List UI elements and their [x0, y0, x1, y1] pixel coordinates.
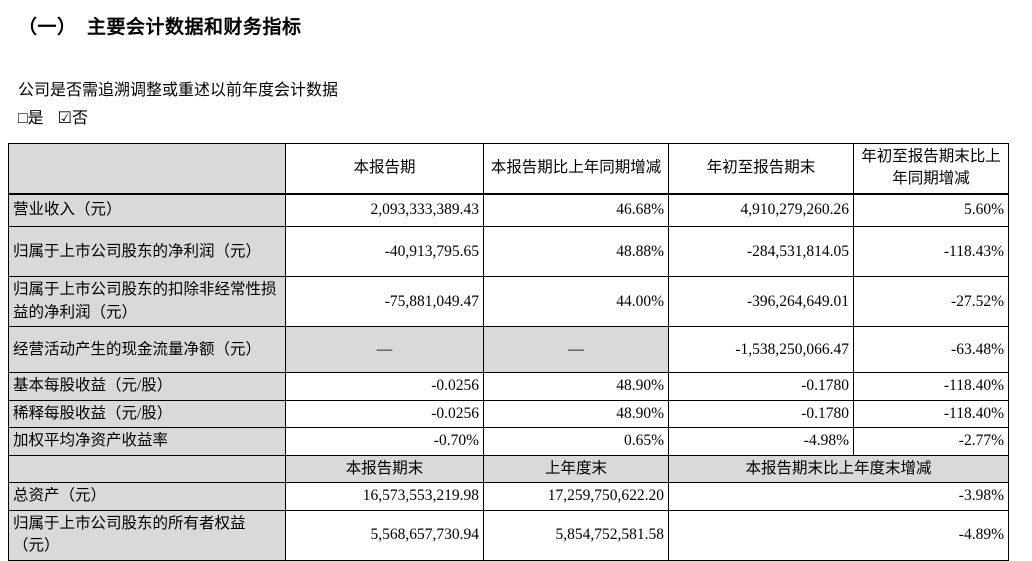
table-row-basic-eps: 基本每股收益（元/股） -0.0256 48.90% -0.1780 -118.…: [8, 372, 1009, 401]
subheader-period-end-vs-prior-year-end: 本报告期末比上年度末增减: [668, 454, 1009, 484]
table-cell: 44.00%: [483, 276, 669, 328]
table-cell: -2.77%: [853, 427, 1009, 456]
table-cell: -4.89%: [668, 509, 1009, 561]
table-row-operating-cash-flow: 经营活动产生的现金流量净额（元） — — -1,538,250,066.47 -…: [8, 326, 1009, 374]
table-cell: -40,913,795.65: [285, 226, 484, 278]
table-cell: -0.70%: [285, 427, 484, 456]
table-cell-na: —: [483, 326, 669, 374]
table-cell: 5,854,752,581.58: [483, 509, 669, 561]
checkbox-yes: □是: [18, 110, 44, 127]
header-current-vs-prior-yoy: 本报告期比上年同期增减: [483, 142, 669, 195]
table-cell: 48.88%: [483, 226, 669, 278]
table-cell: -396,264,649.01: [668, 276, 854, 328]
subheader-prior-year-end: 上年度末: [483, 454, 669, 484]
header-blank-cell: [8, 142, 286, 195]
row-label: 归属于上市公司股东的扣除非经常性损益的净利润（元）: [8, 276, 286, 328]
table-header-row: 本报告期 本报告期比上年同期增减 年初至报告期末 年初至报告期末比上年同期增减: [8, 142, 1009, 195]
header-current-period: 本报告期: [285, 142, 484, 195]
table-cell: 4,910,279,260.26: [668, 193, 854, 228]
header-ytd: 年初至报告期末: [668, 142, 854, 195]
table-cell: -3.98%: [668, 482, 1009, 511]
table-cell-na: —: [285, 326, 484, 374]
table-cell: -118.43%: [853, 226, 1009, 278]
table-row-shareholders-equity: 归属于上市公司股东的所有者权益（元） 5,568,657,730.94 5,85…: [8, 509, 1009, 561]
section-title: （一） 主要会计数据和财务指标: [18, 17, 302, 38]
table-cell: -0.1780: [668, 372, 854, 401]
table-cell: -118.40%: [853, 372, 1009, 401]
table-cell: -118.40%: [853, 399, 1009, 429]
table-cell: -0.0256: [285, 399, 484, 429]
table-cell: -27.52%: [853, 276, 1009, 328]
row-label: 稀释每股收益（元/股）: [8, 399, 286, 429]
restatement-answer: □是 ☑否: [18, 104, 98, 128]
table-cell: -75,881,049.47: [285, 276, 484, 328]
table-cell: -0.0256: [285, 372, 484, 401]
financial-indicators-table: 本报告期 本报告期比上年同期增减 年初至报告期末 年初至报告期末比上年同期增减 …: [8, 142, 1009, 561]
table-row-diluted-eps: 稀释每股收益（元/股） -0.0256 48.90% -0.1780 -118.…: [8, 399, 1009, 429]
row-label: 归属于上市公司股东的净利润（元）: [8, 226, 286, 278]
header-ytd-vs-prior-yoy: 年初至报告期末比上年同期增减: [853, 142, 1009, 195]
table-cell: 48.90%: [483, 372, 669, 401]
subheader-blank-cell: [8, 454, 286, 484]
table-cell: -63.48%: [853, 326, 1009, 374]
row-label: 归属于上市公司股东的所有者权益（元）: [8, 509, 286, 561]
table-cell: 0.65%: [483, 427, 669, 456]
table-subheader-row: 本报告期末 上年度末 本报告期末比上年度末增减: [8, 454, 1009, 484]
subheader-period-end: 本报告期末: [285, 454, 484, 484]
table-cell: -1,538,250,066.47: [668, 326, 854, 374]
table-row-weighted-avg-roe: 加权平均净资产收益率 -0.70% 0.65% -4.98% -2.77%: [8, 427, 1009, 456]
table-cell: -0.1780: [668, 399, 854, 429]
table-cell: 46.68%: [483, 193, 669, 228]
table-cell: 17,259,750,622.20: [483, 482, 669, 511]
restatement-question: 公司是否需追溯调整或重述以前年度会计数据: [18, 82, 339, 99]
table-cell: 5.60%: [853, 193, 1009, 228]
table-cell: -284,531,814.05: [668, 226, 854, 278]
table-row-net-profit: 归属于上市公司股东的净利润（元） -40,913,795.65 48.88% -…: [8, 226, 1009, 278]
row-label: 经营活动产生的现金流量净额（元）: [8, 326, 286, 374]
table-cell: -4.98%: [668, 427, 854, 456]
table-cell: 16,573,553,219.98: [285, 482, 484, 511]
table-row-total-assets: 总资产（元） 16,573,553,219.98 17,259,750,622.…: [8, 482, 1009, 511]
table-cell: 2,093,333,389.43: [285, 193, 484, 228]
row-label: 基本每股收益（元/股）: [8, 372, 286, 401]
table-cell: 5,568,657,730.94: [285, 509, 484, 561]
row-label: 加权平均净资产收益率: [8, 427, 286, 456]
checkbox-no-checked: ☑否: [57, 110, 89, 127]
table-cell: 48.90%: [483, 399, 669, 429]
row-label: 营业收入（元）: [8, 193, 286, 228]
table-row-revenue: 营业收入（元） 2,093,333,389.43 46.68% 4,910,27…: [8, 193, 1009, 228]
row-label: 总资产（元）: [8, 482, 286, 511]
table-row-net-profit-excl-nonrecurring: 归属于上市公司股东的扣除非经常性损益的净利润（元） -75,881,049.47…: [8, 276, 1009, 328]
